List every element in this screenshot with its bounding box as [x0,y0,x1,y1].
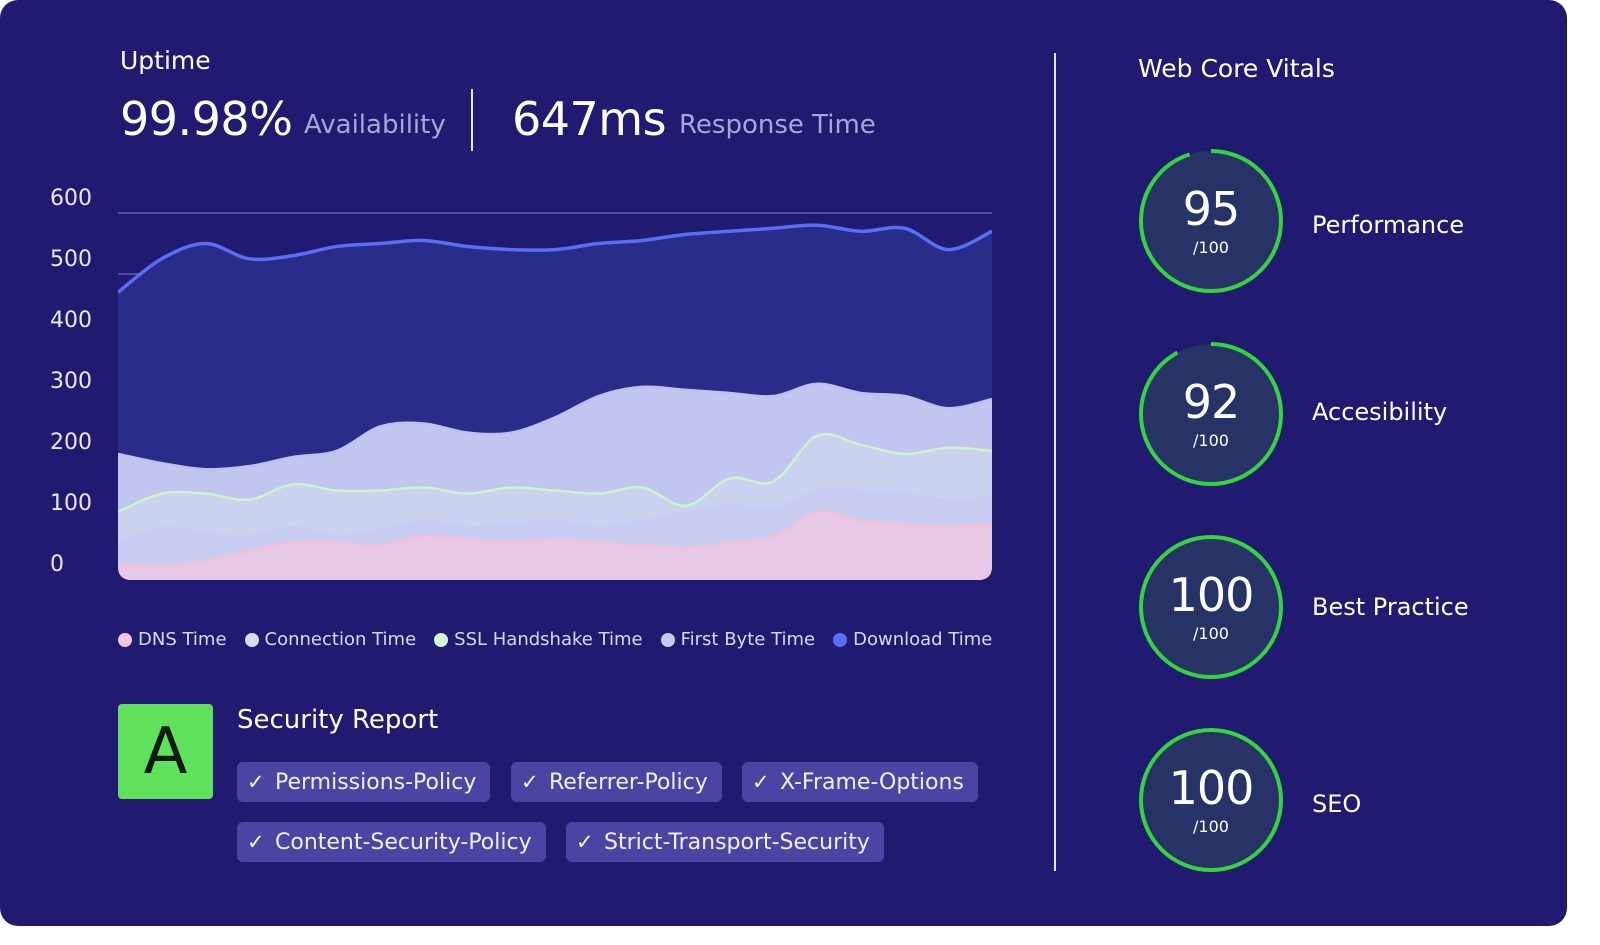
security-check-label: Permissions-Policy [275,769,477,795]
legend-label: Download Time [853,629,993,650]
legend-dot [833,632,848,647]
security-check-chip[interactable]: ✓ Permissions-Policy [237,762,491,802]
legend-dot [434,632,449,647]
line-first-byte-time [118,382,992,471]
legend-label: Connection Time [264,629,417,650]
score-max: /100 [1193,238,1229,257]
response-time-chart [118,212,992,580]
legend-label: SSL Handshake Time [454,629,643,650]
security-check-chip[interactable]: ✓ Referrer-Policy [511,762,722,802]
score-max: /100 [1193,431,1229,450]
legend-first-byte-time[interactable]: First Byte Time [660,629,816,650]
check-icon: ✓ [576,830,594,854]
y-tick-label: 400 [50,308,92,333]
score-ring [1139,342,1283,486]
vital-label-performance: Performance [1312,211,1465,239]
security-check-label: Content-Security-Policy [275,829,532,855]
web-core-vitals-title: Web Core Vitals [1138,54,1335,83]
accessibility-gauge: 92 /100 [1138,341,1284,487]
y-tick-label: 600 [50,186,92,211]
chart-areas [118,225,992,580]
seo-gauge: 100 /100 [1138,727,1284,873]
response-label: Response Time [679,110,876,140]
best-practice-gauge: 100 /100 [1138,534,1284,680]
check-icon: ✓ [752,770,770,794]
vital-label-best-practice: Best Practice [1312,593,1469,621]
score-ring [1139,728,1283,872]
vital-label-accessibility: Accesibility [1312,398,1448,426]
chart-lines [118,223,992,569]
vital-label-seo: SEO [1312,790,1362,818]
y-tick-label: 500 [50,247,92,272]
legend-label: First Byte Time [680,629,816,650]
uptime-title: Uptime [120,46,211,75]
score-max: /100 [1193,624,1229,643]
score-value: 92 [1182,375,1241,429]
score-max: /100 [1193,817,1229,836]
security-grade-badge: A [118,704,213,799]
legend-label: DNS Time [138,629,227,650]
security-check-label: X-Frame-Options [780,769,964,795]
security-check-chip[interactable]: ✓ Content-Security-Policy [237,822,546,862]
score-value: 100 [1168,761,1255,815]
score-ring [1139,535,1283,679]
line-download-time [118,223,992,294]
legend-dot [244,632,259,647]
check-icon: ✓ [521,770,539,794]
chart-legend: DNS Time Connection Time SSL Handshake T… [118,629,992,650]
y-tick-label: 100 [50,491,92,516]
score-value: 95 [1182,182,1241,236]
y-tick-label: 300 [50,369,92,394]
security-report-title: Security Report [237,705,439,735]
metric-divider [471,89,473,151]
line-dns-time [118,510,992,569]
score-value: 100 [1168,568,1255,622]
security-check-chip[interactable]: ✓ X-Frame-Options [742,762,978,802]
performance-gauge: 95 /100 [1138,148,1284,294]
check-icon: ✓ [247,830,265,854]
dashboard-panel: Uptime 99.98% Availability 647ms Respons… [0,0,1567,926]
line-ssl-handshake-time [118,432,992,514]
y-tick-label: 0 [50,552,64,577]
legend-dns-time[interactable]: DNS Time [118,629,227,650]
check-icon: ✓ [247,770,265,794]
security-check-label: Referrer-Policy [549,769,708,795]
section-divider [1054,53,1056,871]
availability-label: Availability [304,110,446,140]
legend-dot [118,632,132,647]
legend-download-time[interactable]: Download Time [833,629,992,650]
legend-dot [660,632,675,647]
availability-value: 99.98% [120,92,293,146]
response-value: 647ms [512,92,667,146]
security-check-chip[interactable]: ✓ Strict-Transport-Security [566,822,884,862]
y-tick-label: 200 [50,430,92,455]
legend-connection-time[interactable]: Connection Time [244,629,417,650]
line-connection-time [118,487,992,547]
security-check-label: Strict-Transport-Security [604,829,870,855]
area-dns-time [118,511,992,580]
score-ring [1139,149,1283,293]
legend-ssl-handshake-time[interactable]: SSL Handshake Time [434,629,643,650]
